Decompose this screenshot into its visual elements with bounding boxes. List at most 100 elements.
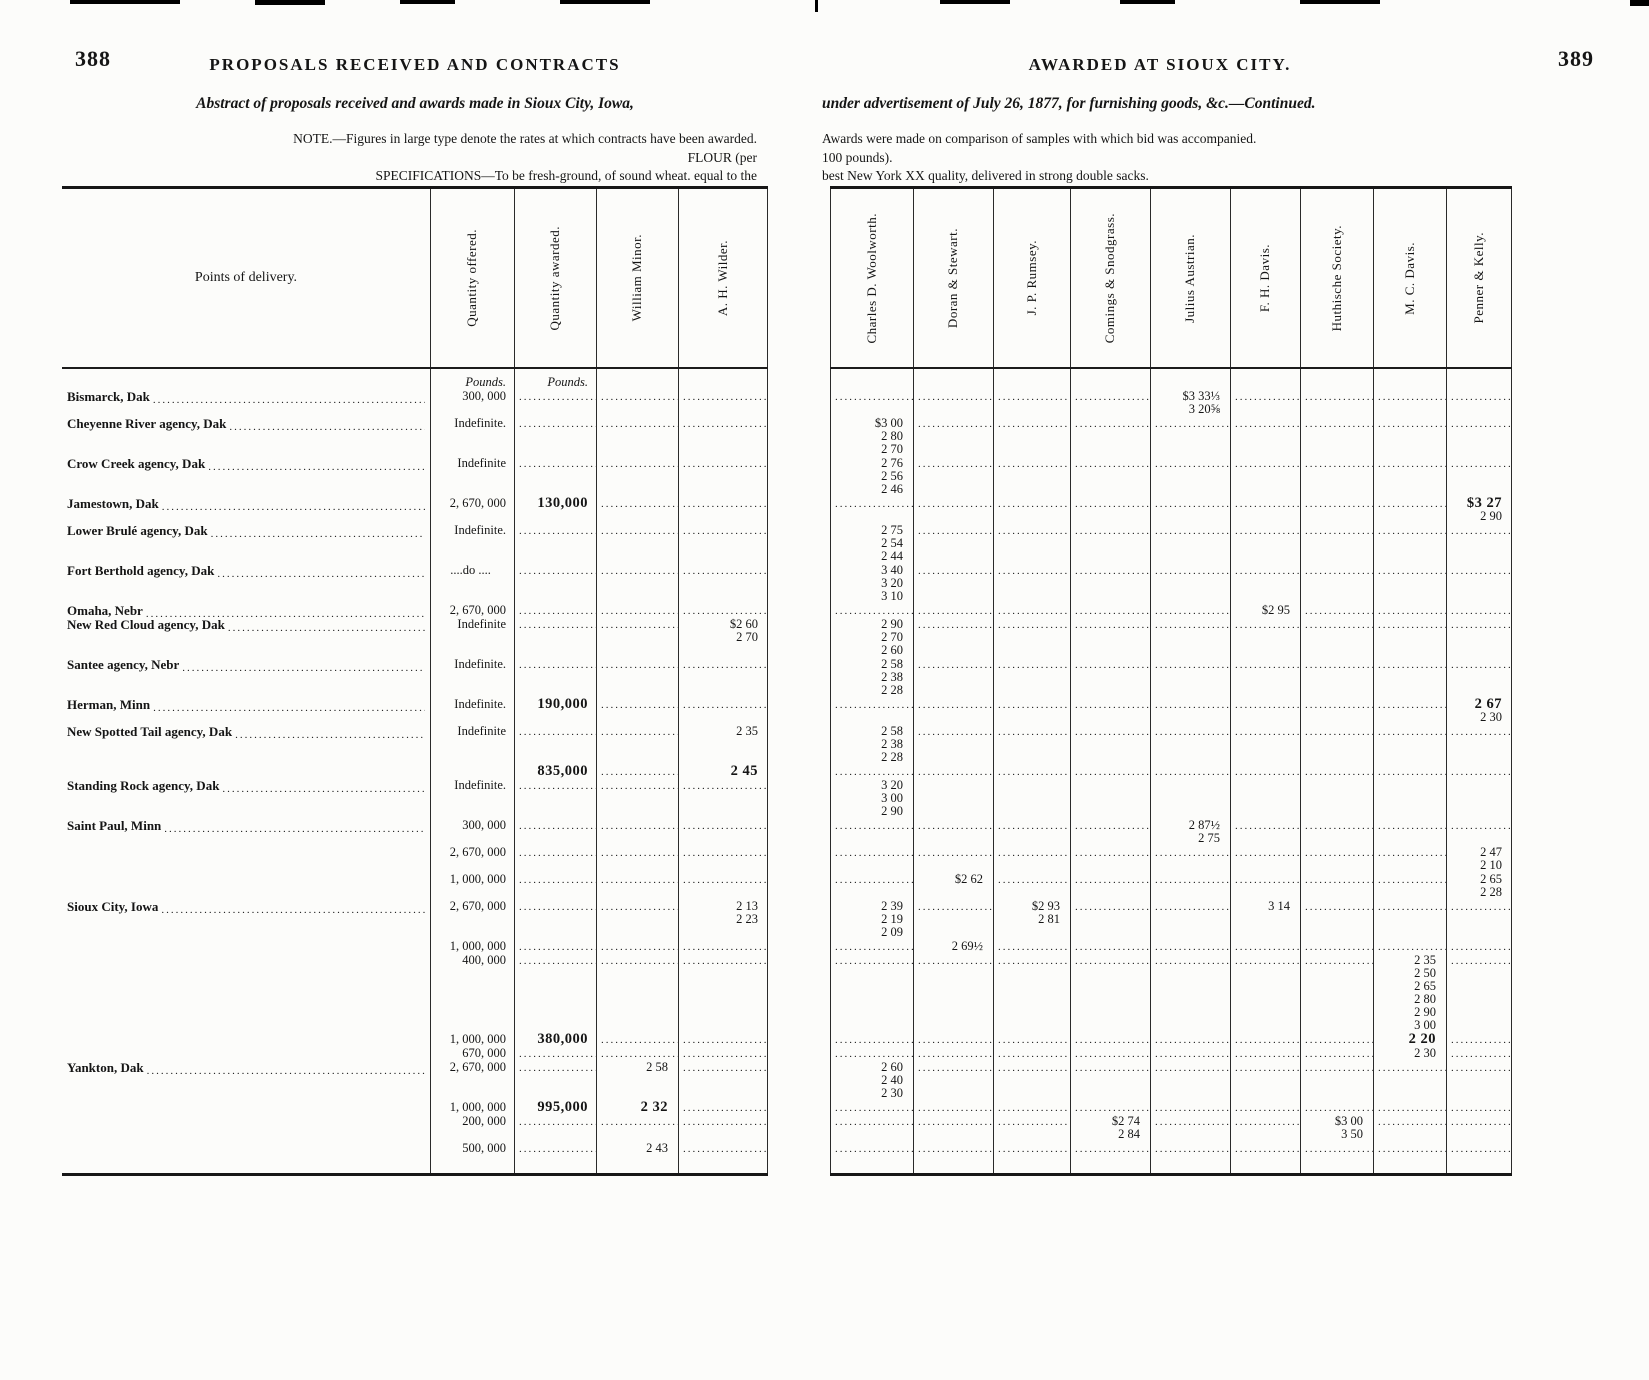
empty-bid-dots [918,457,983,470]
cell-line: 300, 000 [462,390,506,403]
cell-charles-d-woolworth [830,940,913,953]
cell-william-minor: 2 58 [596,1061,678,1100]
column-header: Penner & Kelly. [1446,189,1512,367]
cell-william-minor [596,900,678,939]
cell-point-of-delivery: Sioux City, Iowa [62,900,430,939]
empty-bid-dots [683,457,758,470]
cell-point-of-delivery: Yankton, Dak [62,1061,430,1100]
column-header-label: J. P. Rumsey. [1023,240,1039,316]
empty-bid-dots [601,1047,668,1060]
empty-bid-dots [1305,846,1363,859]
delivery-point-label: Sioux City, Iowa [67,900,159,914]
cell-huthische-society [1300,1047,1373,1060]
empty-bid-dots [1305,1101,1363,1114]
empty-bid-dots [918,1033,983,1046]
cell-huthische-society [1300,417,1373,456]
cell-line: 2 54 [881,536,903,550]
cell-william-minor [596,873,678,899]
cell-m-c-davis [1373,873,1446,899]
cell-doran-stewart [913,658,993,697]
cell-line: 2 75 [1198,831,1220,845]
empty-bid-dots [683,819,758,832]
cell-doran-stewart [913,497,993,523]
empty-bid-dots [1305,457,1363,470]
cell-comings-snodgrass [1070,417,1150,456]
delivery-point-label: Herman, Minn [67,698,151,712]
empty-bid-dots [1451,390,1502,403]
cell-m-c-davis [1373,497,1446,523]
empty-bid-dots [1451,564,1502,577]
cell-charles-d-woolworth: 2 75 2 54 2 44 [830,524,913,563]
cell-a-h-wilder [678,940,768,953]
table-row: 1, 000, 000 [62,940,768,953]
empty-bid-dots [1378,846,1436,859]
empty-bid-dots [1075,457,1140,470]
cell-line: 380,000 [537,1033,588,1046]
table-row: Yankton, Dak 2, 670, 000 2 58 [62,1061,768,1100]
empty-bid-dots [1075,618,1140,631]
column-rule [993,189,994,1173]
cell-point-of-delivery: Cheyenne River agency, Dak [62,417,430,456]
cell-line: 1, 000, 000 [449,1101,506,1114]
cell-doran-stewart: 2 69½ [913,940,993,953]
cell-charles-d-woolworth: 3 20 3 00 2 90 [830,779,913,818]
cell-quantity-offered: Indefinite. [430,417,514,456]
empty-bid-dots [1378,1142,1436,1155]
cell-line: 2 58 [881,658,903,671]
empty-bid-dots [1155,497,1220,510]
empty-bid-dots [918,564,983,577]
empty-bid-dots [1451,819,1502,832]
dot-leader [164,819,425,845]
column-header-label: M. C. Davis. [1401,241,1417,315]
column-header-label: F. H. Davis. [1257,243,1272,313]
empty-bid-dots [918,819,983,832]
dot-leader [222,779,425,818]
cell-huthische-society [1300,1061,1373,1100]
cell-quantity-offered: 300, 000 [430,390,514,416]
cell-quantity-offered: 2, 670, 000 [430,846,514,872]
empty-bid-dots [1155,524,1220,537]
table-row: $2 62 2 652 28 [830,873,1512,899]
empty-bid-dots [1451,1047,1502,1060]
empty-bid-dots [835,1115,903,1128]
empty-bid-dots [683,564,758,577]
scan-artifact [400,0,455,4]
empty-bid-dots [1235,1142,1290,1155]
cell-penner-kelly [1446,1047,1512,1060]
table-row: 2 87½2 75 [830,819,1512,845]
empty-bid-dots [998,604,1060,617]
empty-bid-dots [1075,1033,1140,1046]
cell-julius-austrian [1150,524,1230,563]
cell-comings-snodgrass [1070,1101,1150,1114]
cell-comings-snodgrass [1070,390,1150,416]
delivery-point-label: Fort Berthold agency, Dak [67,564,215,578]
dot-leader [217,564,425,603]
cell-f-h-davis [1230,376,1300,389]
table-row: $2 742 84 $3 003 50 [830,1115,1512,1141]
cell-line: 2 80 [1414,992,1436,1006]
scan-artifact [70,0,180,4]
empty-bid-dots [519,873,588,886]
cell-line: $3 33⅓ [1182,390,1221,403]
cell-charles-d-woolworth [830,376,913,389]
empty-bid-dots [918,1142,983,1155]
cell-j-p-rumsey [993,725,1070,764]
empty-bid-dots [1451,1115,1502,1128]
empty-bid-dots [1075,1142,1140,1155]
cell-charles-d-woolworth: 2 90 2 70 2 60 [830,618,913,657]
cell-quantity-awarded: Pounds. [514,376,596,389]
empty-bid-dots [835,765,903,778]
empty-bid-dots [1378,765,1436,778]
scan-artifact [940,0,1010,4]
cell-penner-kelly [1446,819,1512,845]
empty-bid-dots [918,524,983,537]
dot-leader [162,497,425,523]
cell-j-p-rumsey [993,497,1070,523]
empty-bid-dots [918,900,983,913]
empty-bid-dots [1378,725,1436,738]
dot-leader [228,618,425,657]
empty-bid-dots [1451,658,1502,671]
table-row: 2 75 2 54 2 44 [830,524,1512,563]
cell-line: 2 70 [736,630,758,644]
cell-doran-stewart [913,417,993,456]
